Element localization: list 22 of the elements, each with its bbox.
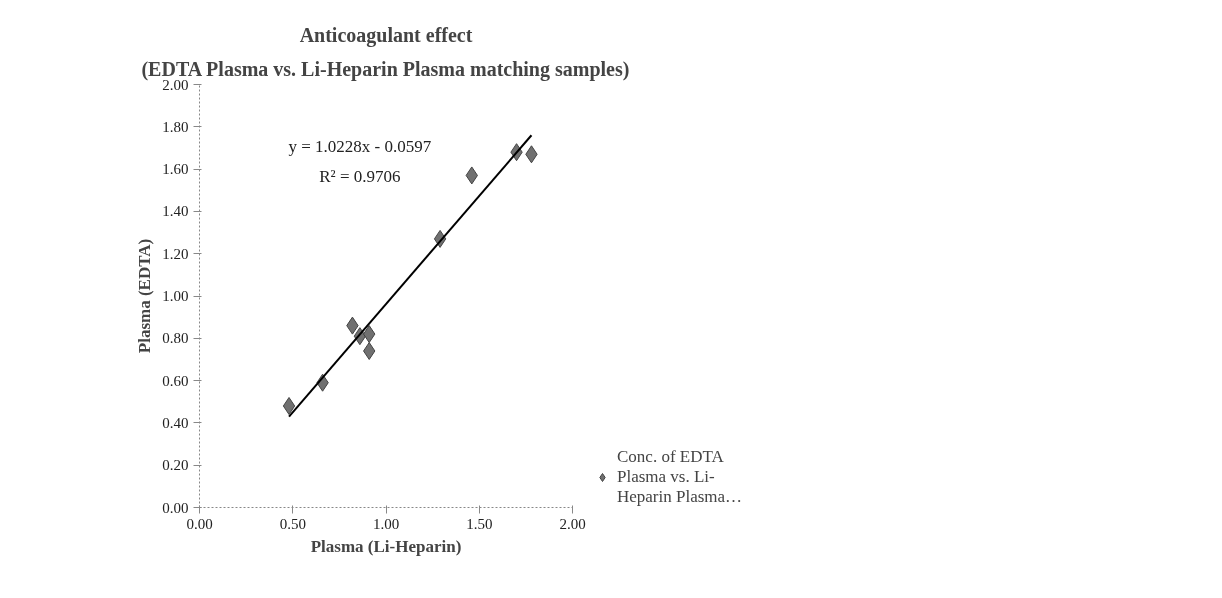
y-tick-label: 0.60 xyxy=(162,372,189,389)
point xyxy=(282,396,296,415)
y-tick-label: 1.60 xyxy=(162,161,189,178)
y-tick-label: 1.80 xyxy=(162,118,189,135)
y-tick-label: 1.40 xyxy=(162,203,189,220)
y-tick-label: 1.00 xyxy=(162,288,189,304)
y-tick-label: 0.40 xyxy=(162,414,189,431)
x-axis-title: Plasma (Li-Heparin) xyxy=(310,536,462,556)
y-tick-label: 0.20 xyxy=(162,457,189,474)
y-tick-label: 1.20 xyxy=(162,245,189,262)
x-tick-label: 1.00 xyxy=(372,515,400,532)
x-tick-label: 0.00 xyxy=(186,515,213,532)
y-tick-label: 0.80 xyxy=(162,330,189,347)
chart-title: Anticoagulant effect xyxy=(299,23,473,47)
x-tick-label: 2.00 xyxy=(559,515,586,532)
annotation: y = 1.0228x - 0.0597 xyxy=(288,137,432,157)
y-tick-label: 0.00 xyxy=(162,499,189,516)
x-tick-label: 0.50 xyxy=(279,515,306,532)
y-axis-title: Plasma (EDTA) xyxy=(135,238,155,354)
legend-label: Conc. of EDTA Plasma vs. Li-Heparin Plasma… xyxy=(617,447,743,507)
annotation: R² = 0.9706 xyxy=(319,167,401,187)
x-tick-label: 1.50 xyxy=(466,515,493,532)
